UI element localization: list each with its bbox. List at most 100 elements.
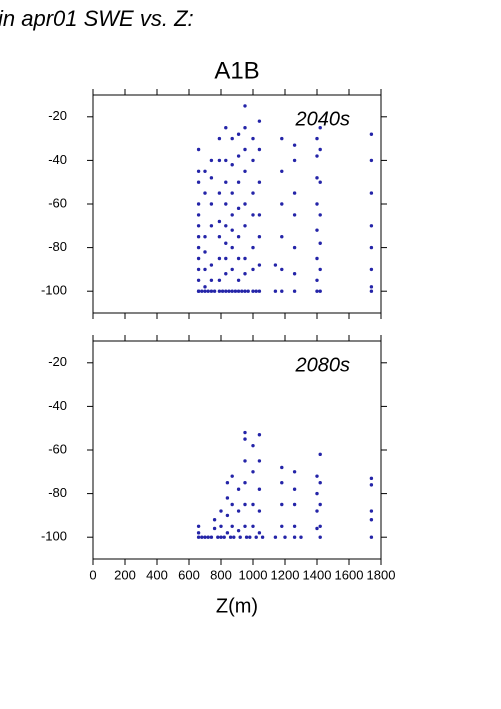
point bbox=[217, 158, 222, 163]
point bbox=[219, 509, 223, 513]
x-tick-label: 400 bbox=[146, 567, 168, 582]
point bbox=[203, 250, 207, 254]
point bbox=[315, 278, 319, 282]
point bbox=[243, 147, 247, 152]
point bbox=[196, 213, 201, 217]
point bbox=[280, 465, 284, 470]
point bbox=[369, 535, 374, 539]
point bbox=[230, 267, 234, 272]
x-axis-label: Z(m) bbox=[216, 595, 258, 617]
chart-title: A1B bbox=[214, 57, 259, 84]
point bbox=[369, 518, 374, 522]
point bbox=[219, 535, 223, 539]
point bbox=[315, 289, 319, 293]
point bbox=[230, 213, 234, 217]
y-tick-label: -40 bbox=[48, 398, 67, 413]
point bbox=[217, 191, 222, 195]
x-tick-label: 800 bbox=[210, 567, 232, 582]
point bbox=[206, 289, 210, 293]
point bbox=[318, 213, 322, 217]
point bbox=[315, 474, 319, 478]
point bbox=[206, 535, 210, 539]
point bbox=[280, 136, 284, 141]
point bbox=[315, 228, 319, 232]
point bbox=[228, 535, 233, 539]
point bbox=[318, 524, 322, 528]
point bbox=[209, 202, 214, 206]
point bbox=[243, 256, 247, 261]
point bbox=[232, 535, 236, 539]
point bbox=[280, 524, 284, 528]
point bbox=[315, 176, 319, 180]
point bbox=[280, 289, 284, 293]
x-tick-label: 0 bbox=[89, 567, 96, 582]
point bbox=[257, 289, 262, 293]
y-tick-label: -100 bbox=[41, 283, 67, 298]
point bbox=[230, 136, 234, 141]
point bbox=[318, 535, 322, 539]
point bbox=[248, 535, 252, 539]
point bbox=[257, 147, 262, 152]
point bbox=[230, 524, 234, 528]
point bbox=[292, 524, 297, 528]
point bbox=[212, 518, 217, 522]
point bbox=[315, 526, 319, 531]
point bbox=[203, 267, 207, 272]
point bbox=[216, 535, 220, 539]
point bbox=[196, 224, 201, 228]
point bbox=[280, 202, 284, 206]
point bbox=[236, 256, 241, 261]
point bbox=[230, 163, 234, 167]
point bbox=[280, 502, 284, 507]
point bbox=[280, 267, 284, 272]
x-tick-label: 600 bbox=[178, 567, 200, 582]
point bbox=[318, 267, 322, 272]
point bbox=[230, 228, 234, 232]
point bbox=[203, 191, 207, 195]
point bbox=[220, 289, 225, 293]
point bbox=[292, 289, 297, 293]
point bbox=[236, 509, 241, 513]
point bbox=[243, 437, 247, 441]
x-tick-label: 1800 bbox=[367, 567, 396, 582]
point bbox=[196, 180, 201, 184]
point bbox=[243, 459, 247, 463]
point bbox=[196, 235, 201, 239]
point bbox=[222, 535, 226, 539]
point bbox=[203, 285, 207, 289]
point bbox=[369, 158, 374, 163]
point bbox=[273, 263, 278, 267]
point bbox=[196, 245, 201, 250]
point bbox=[209, 263, 214, 267]
point bbox=[227, 289, 231, 293]
point bbox=[257, 487, 262, 491]
x-tick-label: 1000 bbox=[239, 567, 268, 582]
point bbox=[280, 169, 284, 173]
point bbox=[369, 224, 374, 228]
point bbox=[257, 459, 262, 463]
point bbox=[196, 278, 201, 282]
point bbox=[251, 470, 255, 474]
point bbox=[209, 278, 214, 282]
point bbox=[224, 241, 228, 245]
point bbox=[369, 191, 374, 195]
point bbox=[369, 289, 374, 293]
point bbox=[212, 289, 217, 293]
point bbox=[236, 278, 241, 282]
point bbox=[369, 476, 374, 481]
point bbox=[251, 267, 255, 272]
point bbox=[251, 158, 255, 163]
point bbox=[251, 213, 255, 217]
y-tick-label: -20 bbox=[48, 354, 67, 369]
point bbox=[224, 158, 228, 163]
point bbox=[225, 513, 230, 518]
point bbox=[369, 267, 374, 272]
point bbox=[251, 502, 255, 507]
point bbox=[318, 241, 322, 245]
point bbox=[230, 289, 234, 293]
point bbox=[236, 289, 241, 293]
point bbox=[292, 470, 297, 474]
point bbox=[257, 433, 262, 437]
point bbox=[257, 213, 262, 217]
